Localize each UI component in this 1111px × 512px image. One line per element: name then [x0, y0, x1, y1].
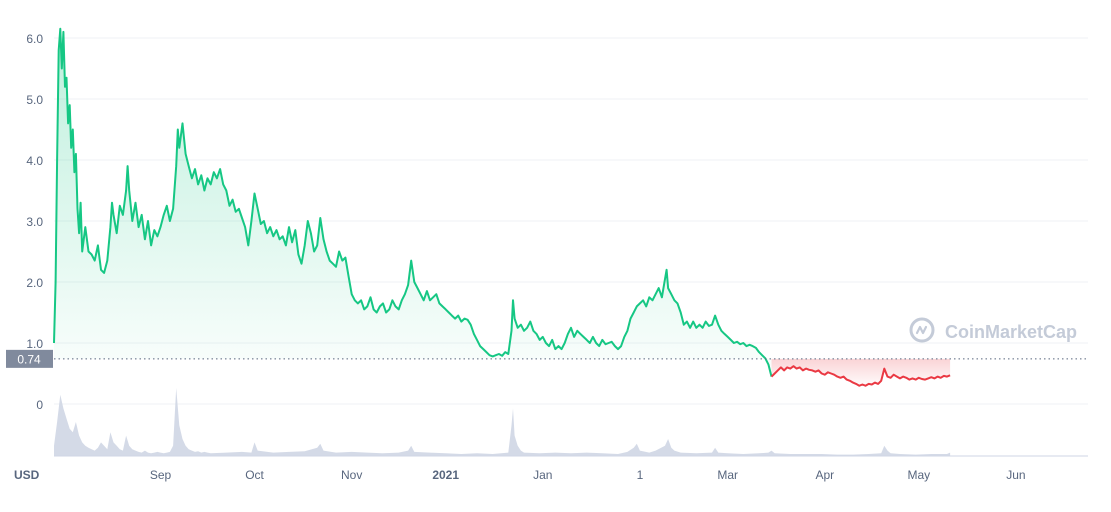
- y-tick-label: 4.0: [26, 154, 43, 168]
- currency-label: USD: [14, 468, 40, 482]
- x-tick-label: Jun: [1006, 468, 1025, 482]
- current-price-label: 0.74: [17, 352, 41, 366]
- red-area: [771, 358, 951, 386]
- current-price-marker: 0.74: [6, 349, 1088, 368]
- y-tick-label: 3.0: [26, 215, 43, 229]
- volume-bars: [54, 388, 951, 456]
- x-tick-label: Sep: [150, 468, 172, 482]
- y-tick-label: 2.0: [26, 276, 43, 290]
- y-tick-label: 1.0: [26, 337, 43, 351]
- x-tick-label: 1: [637, 468, 644, 482]
- volume-area: [54, 388, 951, 456]
- watermark-text: CoinMarketCap: [945, 322, 1077, 342]
- x-tick-label: Oct: [245, 468, 264, 482]
- x-tick-label: Mar: [717, 468, 738, 482]
- x-tick-label: Jan: [533, 468, 552, 482]
- y-tick-label: 6.0: [26, 32, 43, 46]
- y-axis-ticks: 0 1.0 2.0 3.0 4.0 5.0 6.0: [26, 32, 43, 412]
- y-tick-label: 0: [36, 398, 43, 412]
- watermark: CoinMarketCap: [909, 317, 1077, 343]
- x-tick-label: 2021: [432, 468, 459, 482]
- price-line: [53, 27, 951, 387]
- price-line-up: [53, 27, 773, 377]
- price-area: [54, 28, 951, 386]
- x-axis-ticks: Sep Oct Nov 2021 Jan 1 Mar Apr May Jun: [150, 468, 1026, 482]
- current-price-box: [6, 349, 53, 368]
- x-tick-label: Apr: [815, 468, 834, 482]
- green-area: [54, 28, 772, 377]
- y-tick-label: 5.0: [26, 93, 43, 107]
- x-tick-label: May: [907, 468, 930, 482]
- coinmarketcap-logo-icon: [909, 317, 935, 343]
- x-tick-label: Nov: [341, 468, 362, 482]
- price-line-down: [770, 365, 951, 387]
